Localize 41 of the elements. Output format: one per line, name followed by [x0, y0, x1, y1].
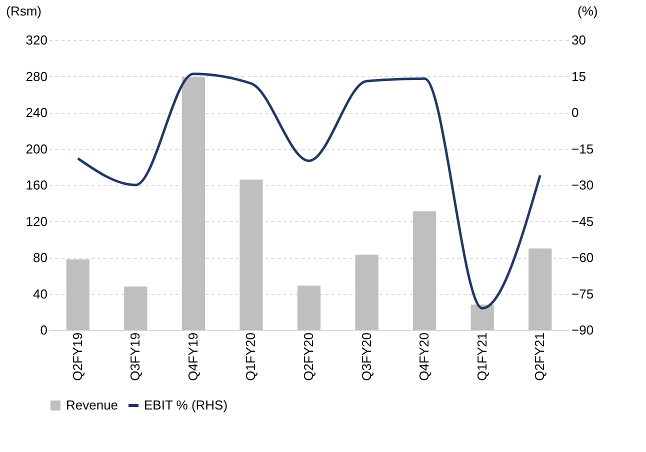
bar	[240, 180, 263, 330]
y-tick-label: 200	[26, 141, 48, 156]
y2-tick-label: −45	[572, 214, 594, 229]
x-tick-label: Q1FY20	[243, 332, 258, 381]
bar	[182, 77, 205, 330]
legend-label: EBIT % (RHS)	[144, 398, 228, 412]
x-tick-label: Q4FY20	[416, 332, 432, 381]
x-tick-label: Q2FY19	[70, 332, 85, 381]
bar	[355, 254, 378, 330]
y2-tick-label: 15	[572, 68, 586, 84]
line-series	[76, 72, 542, 310]
y-tick-label: 80	[33, 250, 48, 265]
y-tick-label: 160	[26, 178, 48, 192]
y2-tick-label: 30	[572, 32, 586, 48]
y-tick-label: 320	[26, 32, 48, 48]
bar	[528, 248, 552, 330]
x-tick-label: Q3FY19	[128, 332, 143, 381]
y-axis-title: (Rsm)	[6, 4, 42, 18]
y2-tick-label: −75	[572, 286, 594, 302]
bar	[297, 286, 321, 330]
y2-tick-label: −90	[572, 322, 594, 338]
bar	[413, 211, 436, 330]
bar	[470, 304, 494, 330]
bar	[124, 286, 148, 330]
y2-tick-label: −15	[572, 141, 594, 156]
bar	[66, 259, 90, 330]
x-tick-label: Q2FY21	[532, 332, 548, 381]
y-tick-label: 240	[26, 105, 48, 120]
x-tick-label: Q2FY20	[301, 332, 316, 381]
y-tick-label: 120	[26, 214, 48, 229]
x-tick-label: Q3FY20	[358, 332, 374, 381]
x-tick-label: Q4FY19	[185, 332, 200, 381]
y-tick-label: 40	[33, 286, 48, 302]
y2-tick-label: −30	[572, 178, 594, 192]
legend-label: Revenue	[66, 398, 118, 412]
y2-tick-label: 0	[572, 105, 579, 120]
y-tick-label: 280	[26, 68, 48, 84]
y-tick-label: 0	[40, 322, 48, 338]
x-tick-label: Q1FY21	[474, 332, 490, 381]
y2-axis-title: (%)	[578, 4, 598, 18]
y2-tick-label: −60	[572, 250, 594, 265]
